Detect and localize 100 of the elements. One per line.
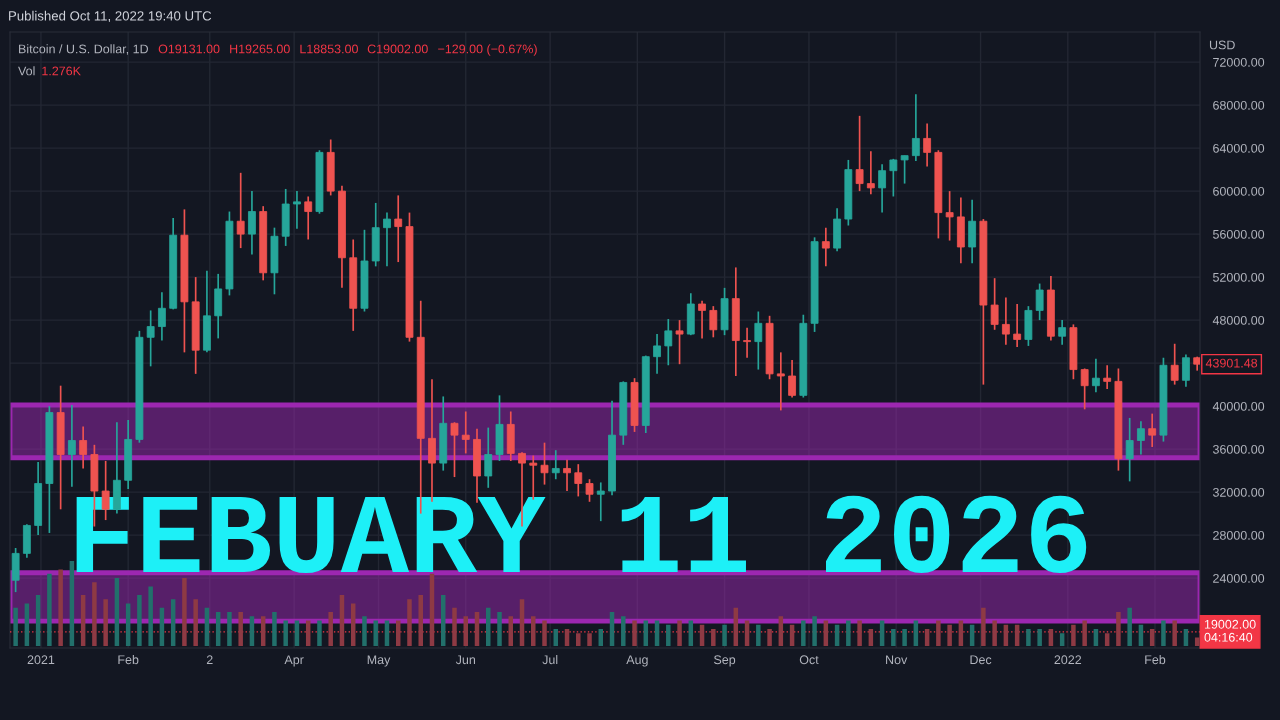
bar — [677, 620, 682, 646]
y-tick-label: 72000.00 — [1213, 57, 1265, 67]
candlestick — [383, 211, 391, 268]
bar — [1104, 633, 1110, 646]
candlestick — [855, 115, 864, 192]
x-tick-label: Jun — [455, 655, 476, 665]
y-tick-label: 64000.00 — [1213, 143, 1265, 153]
x-tick-label: Aug — [626, 655, 648, 667]
bar — [148, 586, 153, 646]
candlestick — [1148, 412, 1157, 448]
y-tick-label: 24000.00 — [1213, 573, 1265, 583]
candlestick — [461, 410, 470, 455]
bar — [24, 603, 30, 646]
x-tick-label: Nov — [886, 655, 908, 665]
candlestick — [67, 404, 76, 488]
y-tick-label: 28000.00 — [1213, 530, 1265, 540]
bar — [519, 599, 525, 646]
candlestick — [1092, 357, 1100, 393]
annotation: O19131.00 — [158, 44, 220, 54]
x-tick-label: Apr — [284, 655, 304, 667]
bar — [947, 624, 952, 646]
bar — [1116, 612, 1121, 646]
y-tick-label: 32000.00 — [1212, 487, 1265, 497]
y-tick-label: 52000.00 — [1213, 272, 1265, 282]
x-tick-label: Feb — [118, 654, 139, 665]
bar — [666, 624, 671, 646]
candlestick — [1103, 364, 1112, 390]
candlestick — [146, 309, 155, 368]
text: Bitcoin / U.S. Dollar, 1D — [19, 44, 149, 55]
candlestick — [675, 319, 684, 366]
annotation: C19002.00 — [367, 44, 428, 54]
candlestick — [596, 481, 605, 522]
bar — [531, 616, 536, 646]
candlestick — [1080, 367, 1089, 411]
bar — [125, 603, 131, 646]
bar — [92, 582, 97, 646]
bar — [486, 607, 491, 646]
bar — [576, 633, 581, 646]
bar — [756, 624, 761, 646]
candlestick — [754, 310, 763, 371]
bar — [272, 612, 277, 646]
bar — [587, 633, 592, 646]
candlestick — [484, 426, 493, 489]
bar — [238, 612, 243, 646]
bar — [767, 629, 772, 646]
bar — [170, 599, 176, 646]
bar — [47, 573, 52, 646]
bar — [227, 612, 232, 646]
annotation: H19265.00 — [230, 44, 290, 54]
candlestick — [79, 425, 88, 470]
bar — [193, 599, 198, 646]
bar — [452, 607, 457, 646]
bar — [778, 616, 784, 646]
candlestick — [248, 190, 256, 256]
y-axis-title: USD — [1209, 40, 1235, 50]
candlestick — [743, 326, 751, 359]
bar — [328, 612, 333, 646]
candlestick — [889, 158, 898, 198]
candlestick — [1170, 342, 1179, 386]
chart-title: Vol — [18, 66, 35, 76]
bar — [407, 599, 412, 646]
candlestick — [551, 449, 560, 481]
bar — [1172, 620, 1177, 646]
candlestick — [1125, 417, 1134, 483]
annotation: 43901.48 — [1205, 358, 1258, 368]
candlestick — [990, 277, 999, 331]
bar — [1071, 624, 1076, 646]
candlestick — [923, 122, 932, 168]
bar — [317, 620, 322, 646]
bar — [891, 629, 896, 646]
bar — [801, 620, 806, 646]
x-tick-label: Jul — [542, 654, 558, 665]
bar — [497, 612, 502, 646]
candlestick — [1137, 420, 1145, 456]
x-tick-label: May — [367, 655, 391, 667]
candlestick — [563, 459, 571, 492]
y-tick-label: 68000.00 — [1213, 100, 1265, 110]
bar — [137, 595, 142, 646]
annotation: FEBUARY 11 2026 — [76, 495, 1087, 574]
bar — [722, 624, 727, 646]
bar — [350, 603, 356, 646]
bar — [283, 620, 288, 646]
bar — [1161, 620, 1166, 646]
x-tick-label: 2021 — [27, 655, 55, 665]
candlestick — [664, 318, 673, 367]
bar — [992, 620, 997, 646]
annotation: 1.276K — [42, 66, 81, 76]
candlestick — [776, 351, 785, 412]
bar — [632, 620, 637, 646]
x-tick-label: Dec — [970, 655, 992, 665]
candlestick — [709, 305, 718, 339]
candlestick — [540, 441, 549, 486]
bar — [260, 616, 266, 646]
bar — [711, 629, 716, 646]
candlestick — [821, 226, 830, 268]
x-tick-label: Oct — [799, 655, 819, 665]
bar — [1082, 620, 1087, 646]
bar — [542, 620, 547, 646]
bar — [1059, 633, 1065, 646]
candlestick — [1182, 353, 1190, 388]
